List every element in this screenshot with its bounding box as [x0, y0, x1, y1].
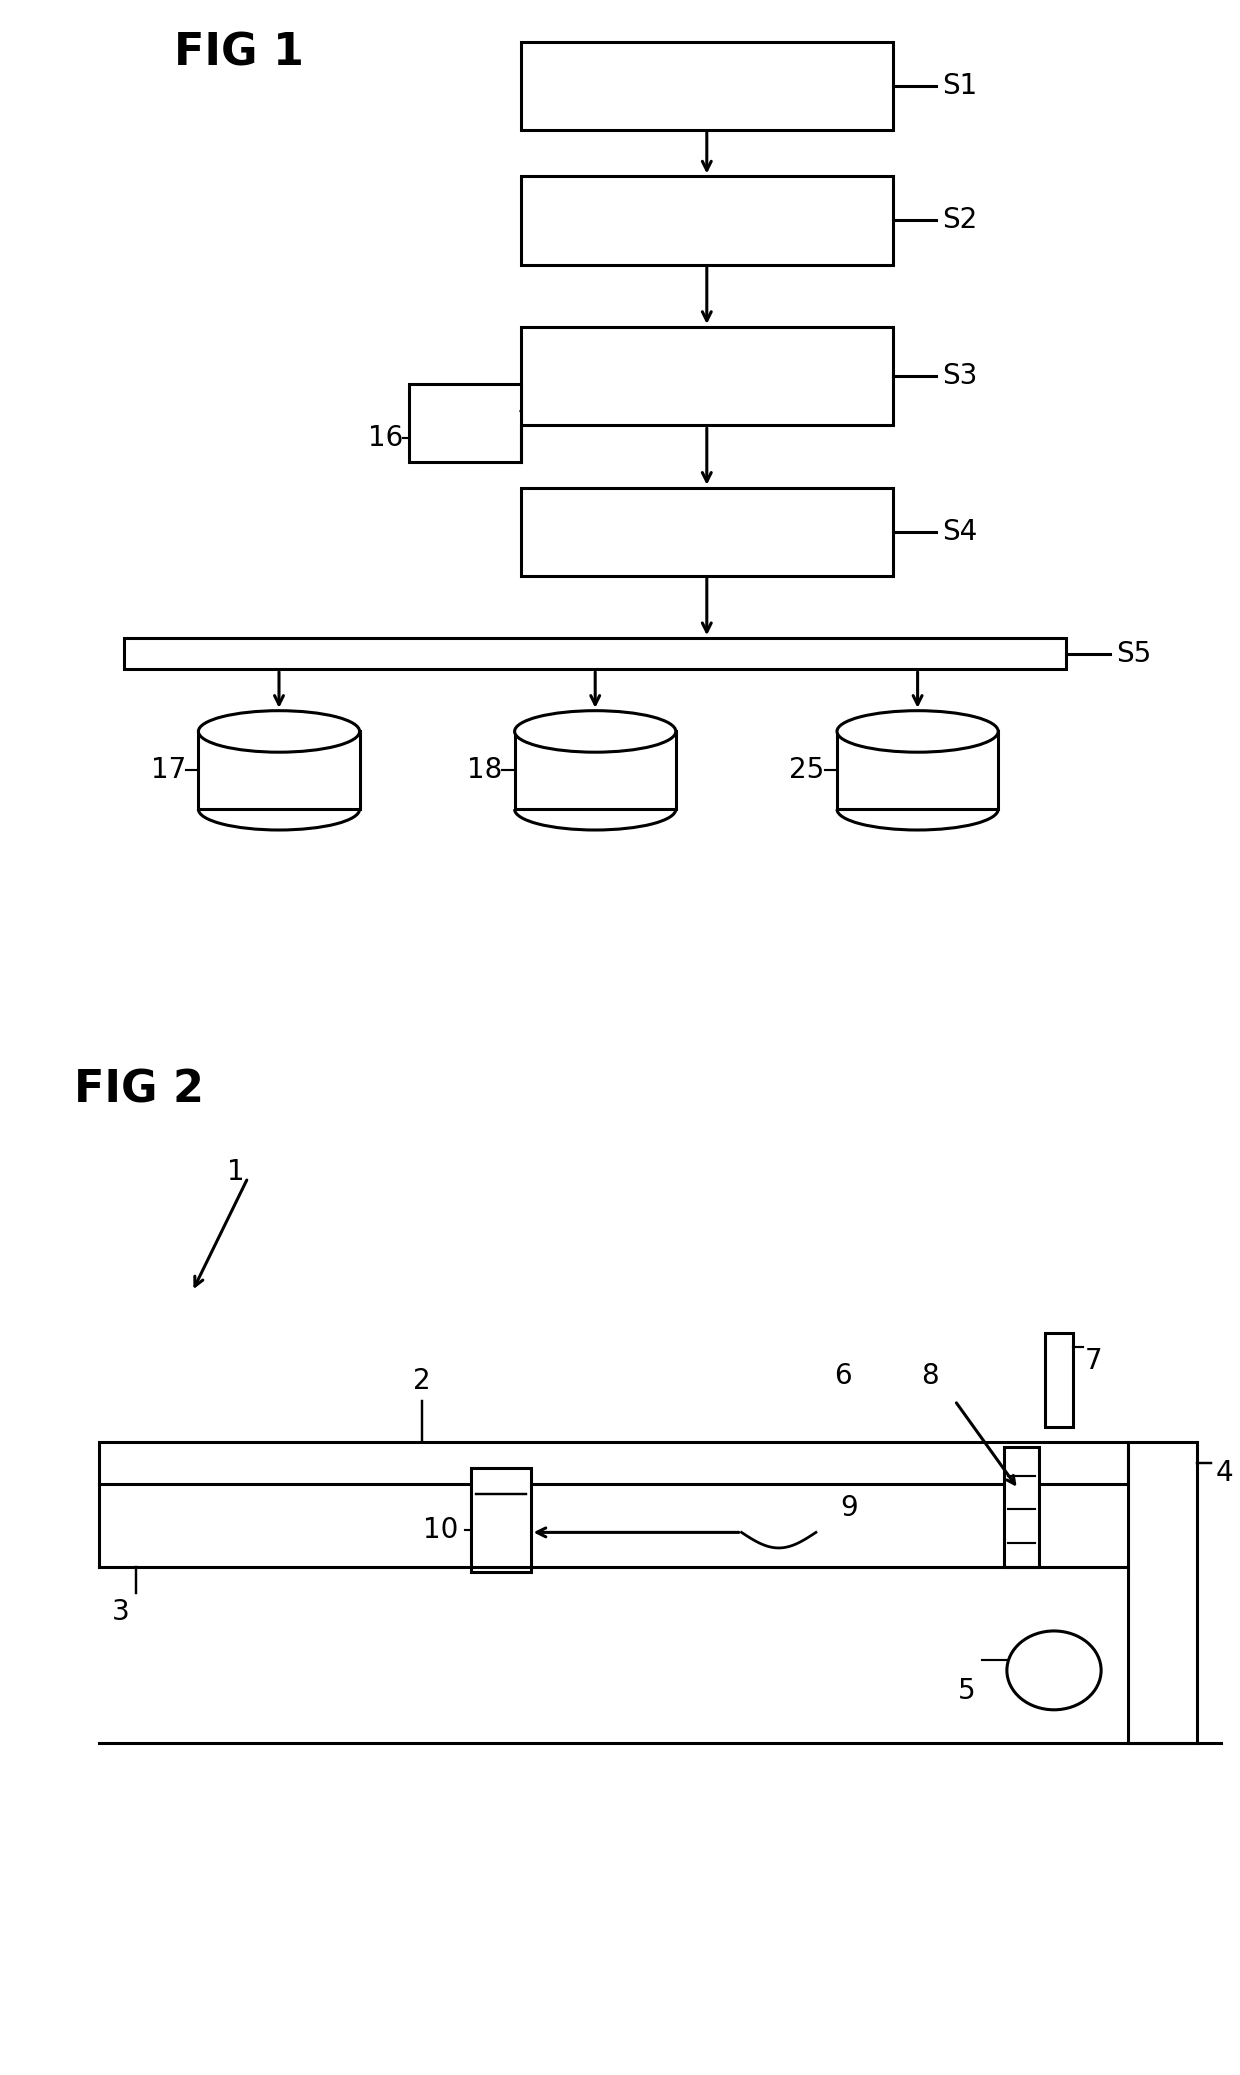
- Text: 25: 25: [790, 757, 825, 784]
- Text: 9: 9: [841, 1494, 858, 1523]
- Text: S3: S3: [942, 363, 978, 390]
- Bar: [515, 732, 676, 809]
- Bar: [99, 1442, 1128, 1484]
- Ellipse shape: [515, 710, 676, 753]
- Text: 8: 8: [921, 1363, 939, 1390]
- Bar: [198, 732, 360, 809]
- Bar: [1045, 1334, 1073, 1428]
- Text: 4: 4: [1215, 1459, 1233, 1488]
- Circle shape: [1007, 1631, 1101, 1710]
- Text: 6: 6: [835, 1363, 852, 1390]
- Text: S2: S2: [942, 208, 977, 234]
- Text: 10: 10: [423, 1517, 459, 1544]
- Bar: [1128, 1442, 1197, 1743]
- Text: S1: S1: [942, 73, 977, 100]
- Bar: [409, 384, 521, 463]
- Text: 3: 3: [112, 1598, 129, 1625]
- Bar: [837, 732, 998, 809]
- Text: 7: 7: [1085, 1347, 1102, 1376]
- Bar: [124, 639, 1066, 668]
- Bar: [521, 488, 893, 577]
- Bar: [521, 42, 893, 129]
- Text: 16: 16: [368, 425, 403, 452]
- Ellipse shape: [837, 710, 998, 753]
- Text: 1: 1: [227, 1158, 244, 1187]
- Text: 17: 17: [151, 757, 186, 784]
- Text: FIG 1: FIG 1: [174, 31, 304, 75]
- Text: S4: S4: [942, 519, 977, 546]
- Text: 2: 2: [413, 1367, 430, 1396]
- Text: 5: 5: [959, 1677, 976, 1706]
- Bar: [471, 1469, 531, 1573]
- Bar: [521, 176, 893, 266]
- Text: 18: 18: [467, 757, 502, 784]
- Text: FIG 2: FIG 2: [74, 1069, 205, 1112]
- Ellipse shape: [198, 710, 360, 753]
- Text: S5: S5: [1116, 639, 1151, 668]
- Bar: [1004, 1448, 1039, 1567]
- Bar: [521, 328, 893, 425]
